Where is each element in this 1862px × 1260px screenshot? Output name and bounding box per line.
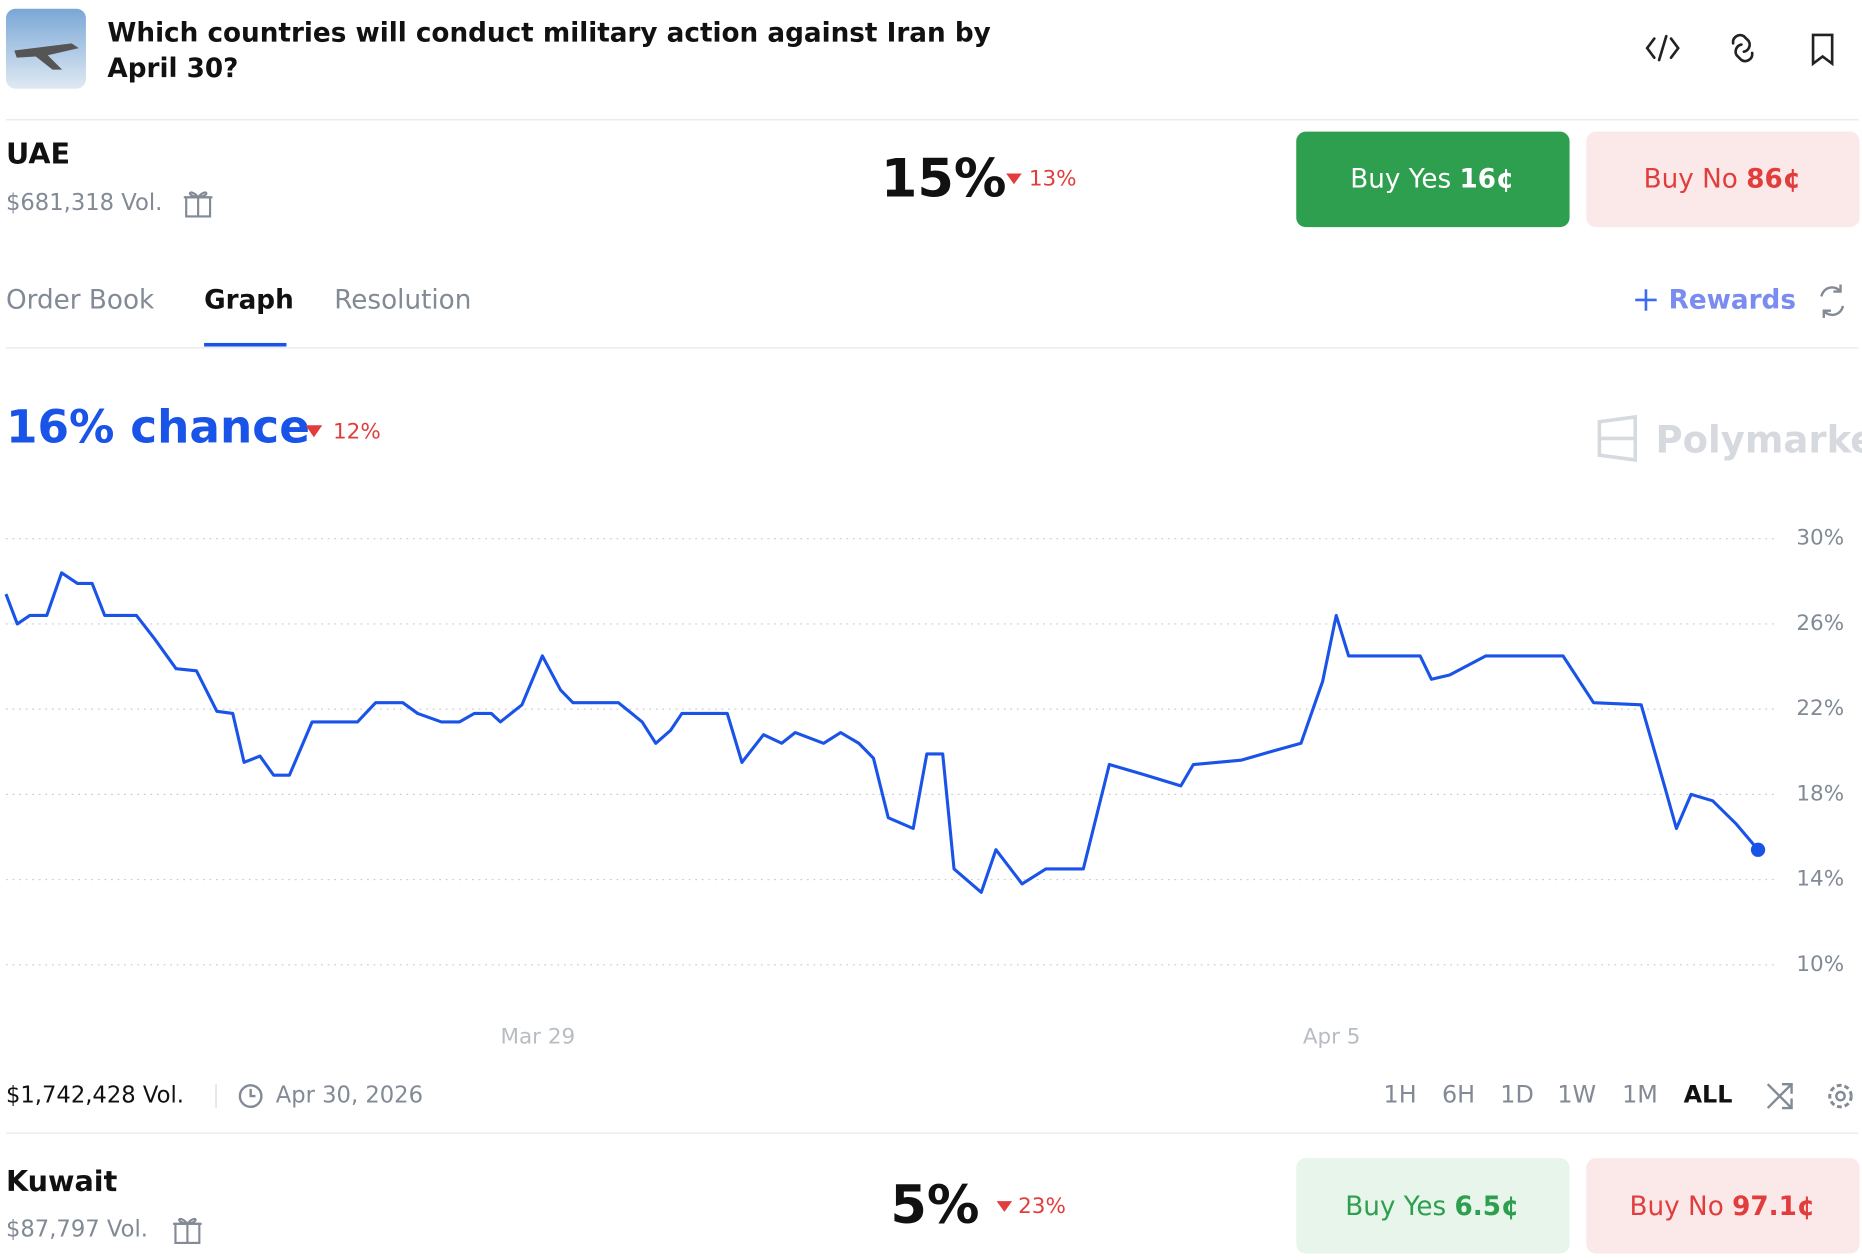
brand-name: Polymarket — [1656, 419, 1862, 462]
last-point — [1750, 842, 1766, 857]
price-line — [4, 571, 1760, 894]
down-arrow — [1006, 173, 1022, 185]
range-selector: 1H 6H 1D 1W 1M ALL — [1384, 1081, 1733, 1109]
market-volume: $681,318 Vol. — [6, 190, 162, 216]
buy-yes-text: Buy Yes — [1350, 164, 1451, 194]
y-tick-label: 30% — [1796, 526, 1844, 551]
range-option[interactable]: 1M — [1622, 1081, 1658, 1109]
range-active[interactable]: ALL — [1684, 1081, 1733, 1109]
buy-no-label: Buy No 86¢ — [1644, 164, 1801, 194]
buy-no-text: Buy No — [1644, 164, 1738, 194]
buy-yes-button[interactable] — [1296, 1158, 1570, 1254]
chance-headline: 16% chance — [6, 401, 310, 454]
rewards-link[interactable]: Rewards — [1669, 286, 1796, 316]
yes-price: 6.5¢ — [1455, 1192, 1520, 1222]
buy-yes-button[interactable] — [1296, 131, 1570, 228]
title-line: April 30? — [107, 54, 238, 84]
yes-price: 16¢ — [1460, 164, 1515, 194]
tab[interactable]: Resolution — [334, 286, 471, 316]
clock-icon — [238, 1084, 263, 1109]
bookmark-button[interactable] — [1811, 33, 1834, 67]
range-option[interactable]: 6H — [1442, 1081, 1475, 1109]
market-change: 23% — [1018, 1194, 1066, 1219]
x-tick-label: Apr 5 — [1303, 1025, 1361, 1050]
buy-yes-label: Buy Yes 6.5¢ — [1345, 1192, 1519, 1222]
jet-icon — [14, 43, 79, 70]
embed-button[interactable] — [1645, 34, 1680, 62]
tab-active[interactable]: Graph — [204, 286, 294, 316]
y-tick-label: 26% — [1796, 611, 1844, 636]
range-option[interactable]: 1W — [1557, 1081, 1596, 1109]
market-chance: 15% — [881, 148, 1007, 209]
market-volume: $87,797 Vol. — [6, 1216, 148, 1242]
range-option[interactable]: 1H — [1384, 1081, 1417, 1109]
down-arrow — [996, 1201, 1013, 1212]
range-option[interactable]: 1D — [1500, 1081, 1534, 1109]
buy-no-button[interactable] — [1586, 131, 1860, 228]
no-price: 86¢ — [1746, 164, 1801, 194]
buy-no-button[interactable] — [1586, 1158, 1860, 1254]
buy-no-text: Buy No — [1630, 1192, 1724, 1222]
x-tick-label: Mar 29 — [500, 1025, 575, 1050]
end-date: Apr 30, 2026 — [276, 1083, 423, 1109]
market-chance: 5% — [890, 1175, 979, 1236]
market-change: 13% — [1029, 166, 1077, 191]
plus-icon — [1635, 289, 1657, 311]
chance-change: 12% — [333, 419, 381, 444]
link-button[interactable] — [1731, 33, 1754, 63]
tab-underline — [204, 342, 287, 347]
title-line: Which countries will conduct military ac… — [107, 18, 990, 48]
tab[interactable]: Order Book — [6, 286, 155, 316]
no-price: 97.1¢ — [1732, 1192, 1815, 1222]
brand-logo — [1597, 414, 1638, 462]
market-name: UAE — [6, 137, 70, 171]
y-tick-label: 14% — [1796, 867, 1844, 892]
buy-no-label: Buy No 97.1¢ — [1630, 1192, 1816, 1222]
buy-yes-label: Buy Yes 16¢ — [1350, 164, 1514, 194]
down-arrow — [305, 425, 323, 438]
shuffle-button[interactable] — [1766, 1082, 1793, 1110]
total-volume: $1,742,428 Vol. — [6, 1083, 184, 1109]
y-tick-label: 22% — [1796, 696, 1844, 721]
market-name: Kuwait — [6, 1164, 118, 1198]
refresh-button[interactable] — [1820, 284, 1845, 318]
y-tick-label: 10% — [1796, 952, 1844, 977]
settings-button[interactable] — [1828, 1083, 1853, 1109]
buy-yes-text: Buy Yes — [1345, 1192, 1446, 1222]
y-tick-label: 18% — [1796, 781, 1844, 806]
plot: 30% 26% 22% 18% 14% 10% Mar 29 Apr 5 — [4, 526, 1844, 1050]
